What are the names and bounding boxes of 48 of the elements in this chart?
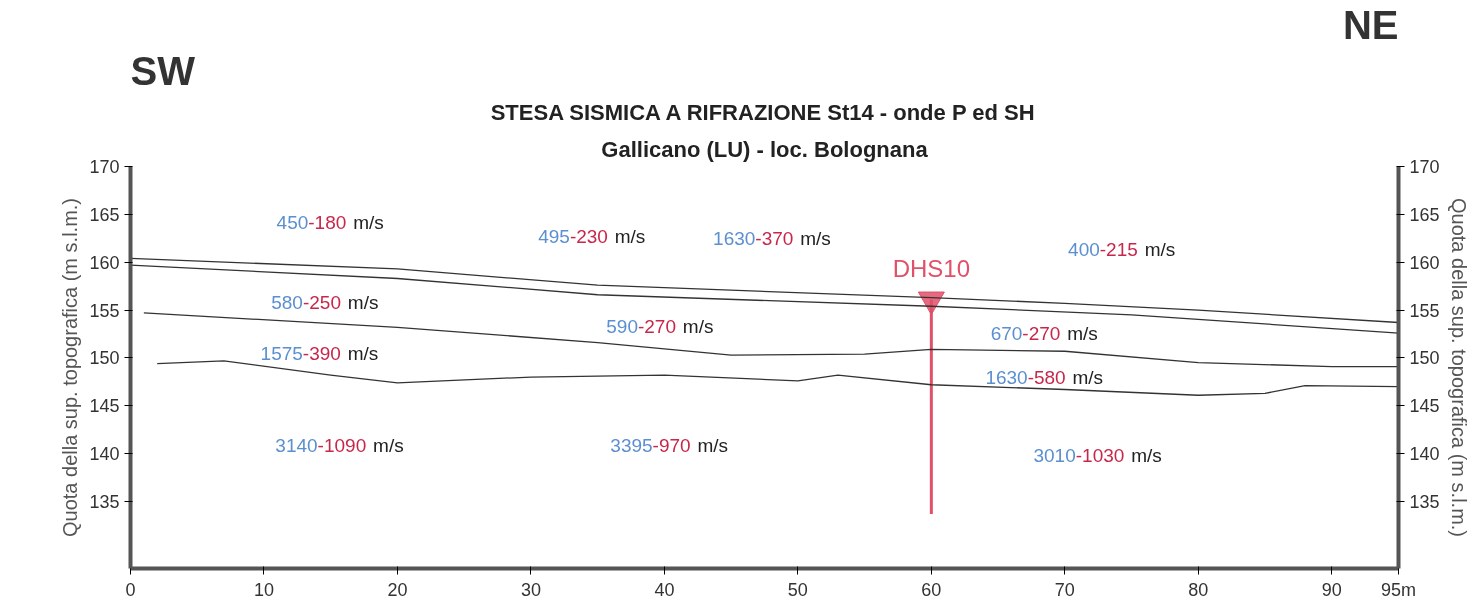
y2-tick-label: 160	[1409, 252, 1440, 273]
annotation: 400-215 m/s	[1068, 239, 1176, 261]
x-tick-label: 70	[1054, 579, 1075, 600]
annotation: 580-250 m/s	[271, 291, 379, 313]
y2-axis-title: Quota della sup. topografica (m s.l.m.)	[1447, 197, 1470, 538]
y2-tick-label: 150	[1409, 348, 1440, 369]
x-tick-label: 40	[654, 579, 675, 600]
line-series	[156, 360, 1399, 396]
text: NE	[1342, 2, 1399, 47]
y2-tick-label: 170	[1409, 157, 1440, 177]
annotation: 1630-580 m/s	[985, 366, 1104, 388]
y2-tick-label: 165	[1409, 204, 1440, 225]
annotation: 670-270 m/s	[990, 322, 1098, 344]
annotation: 3010-1030 m/s	[1033, 445, 1162, 467]
y-tick-label: 155	[89, 300, 120, 321]
y2-tick-label: 145	[1409, 396, 1440, 417]
x-tick-label: 95m	[1380, 579, 1417, 600]
annotation: 590-270 m/s	[606, 315, 714, 337]
y-tick-label: 170	[89, 157, 120, 177]
chart-title: STESA SISMICA A RIFRAZIONE St14 - onde P ed SH	[490, 99, 1035, 125]
y-tick-label: 145	[89, 396, 120, 417]
annotation: 3395-970 m/s	[610, 435, 729, 457]
annotation: 450-180 m/s	[276, 212, 384, 234]
annotation: 3140-1090 m/s	[275, 435, 404, 457]
y-axis-title: Quota della sup. topografica (m s.l.m.)	[59, 197, 82, 538]
y-tick-label: 160	[89, 252, 120, 273]
y2-tick-label: 140	[1409, 444, 1440, 465]
x-tick-label: 0	[125, 579, 136, 600]
y-tick-label: 135	[89, 492, 120, 512]
chart-subtitle: Gallicano (LU) - loc. Bolognana	[601, 136, 929, 162]
x-tick-label: 30	[520, 579, 541, 600]
y2-tick-label: 135	[1409, 492, 1440, 512]
y-tick-label: 140	[89, 444, 120, 465]
x-tick-label: 10	[253, 579, 274, 600]
x-tick-label: 20	[387, 579, 408, 600]
x-tick-label: 60	[921, 579, 942, 600]
y2-tick-label: 155	[1409, 300, 1440, 321]
y-tick-label: 165	[89, 204, 120, 225]
x-tick-label: 80	[1188, 579, 1209, 600]
x-tick-label: 50	[787, 579, 808, 600]
annotation: 495-230 m/s	[538, 225, 646, 247]
x-tick-label: 90	[1321, 579, 1342, 600]
text: SW	[130, 48, 196, 93]
line-series	[143, 312, 1399, 368]
y-tick-label: 150	[89, 348, 120, 369]
annotation: 1630-370 m/s	[713, 227, 831, 249]
series-label: DHS10	[892, 254, 971, 282]
annotation: 1575-390 m/s	[260, 342, 379, 364]
